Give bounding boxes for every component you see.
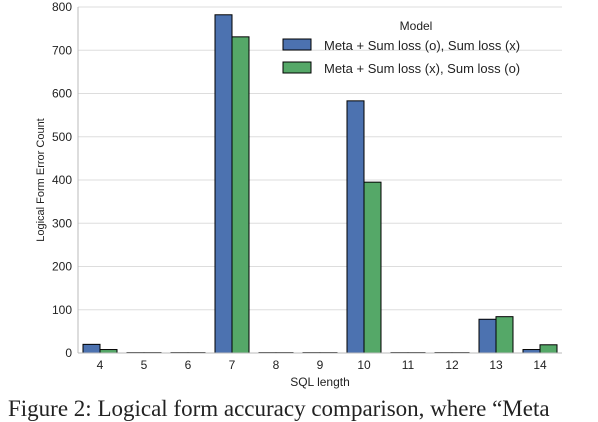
y-tick-label: 500: [52, 130, 72, 144]
bar: [99, 349, 118, 354]
x-tick-label: 13: [489, 358, 503, 372]
y-tick-label: 100: [52, 303, 72, 317]
bar: [363, 181, 382, 354]
x-axis-label: SQL length: [290, 375, 350, 389]
x-tick-label: 6: [185, 358, 192, 372]
y-tick-label: 700: [52, 43, 72, 57]
x-tick-label: 5: [141, 358, 148, 372]
bar: [231, 36, 250, 354]
y-tick-label: 200: [52, 260, 72, 274]
x-tick-label: 4: [97, 358, 104, 372]
bar: [214, 14, 233, 354]
legend-title: Model: [400, 19, 433, 33]
legend-label-series-2: Meta + Sum loss (x), Sum loss (o): [324, 61, 520, 76]
y-tick-label: 800: [52, 0, 72, 14]
x-tick-label: 14: [533, 358, 547, 372]
figure-caption-text: Figure 2: Logical form accuracy comparis…: [8, 396, 550, 421]
bar-chart: 0 100 200 300 400 500 600 700 800 4 5 6 7 8 9 10 11 12 13…: [35, 0, 562, 389]
y-tick-label: 300: [52, 216, 72, 230]
x-tick-label: 8: [273, 358, 280, 372]
x-tick-label: 11: [402, 358, 415, 372]
y-axis-ticks: 0 100 200 300 400 500 600 700 800: [52, 0, 72, 360]
y-tick-label: 400: [52, 173, 72, 187]
y-tick-label: 0: [65, 346, 72, 360]
bar: [539, 344, 558, 354]
legend: Model Meta + Sum loss (o), Sum loss (x) …: [282, 19, 520, 76]
legend-swatch-series-1: [282, 38, 312, 51]
gridlines: [78, 6, 562, 311]
bar: [522, 349, 541, 354]
bar: [478, 318, 497, 354]
legend-swatch-series-2: [282, 61, 312, 74]
bar: [346, 100, 365, 354]
x-tick-label: 10: [357, 358, 371, 372]
x-tick-label: 7: [229, 358, 236, 372]
bar: [495, 316, 514, 354]
y-axis-label: Logical Form Error Count: [35, 118, 47, 242]
legend-label-series-1: Meta + Sum loss (o), Sum loss (x): [324, 38, 520, 53]
x-axis-ticks: 4 5 6 7 8 9 10 11 12 13 14: [97, 358, 547, 372]
bars: [82, 14, 558, 354]
x-tick-label: 9: [317, 358, 324, 372]
bar: [82, 343, 101, 354]
y-tick-label: 600: [52, 87, 72, 101]
figure-caption: Figure 2: Logical form accuracy comparis…: [0, 396, 598, 422]
x-tick-label: 12: [445, 358, 459, 372]
